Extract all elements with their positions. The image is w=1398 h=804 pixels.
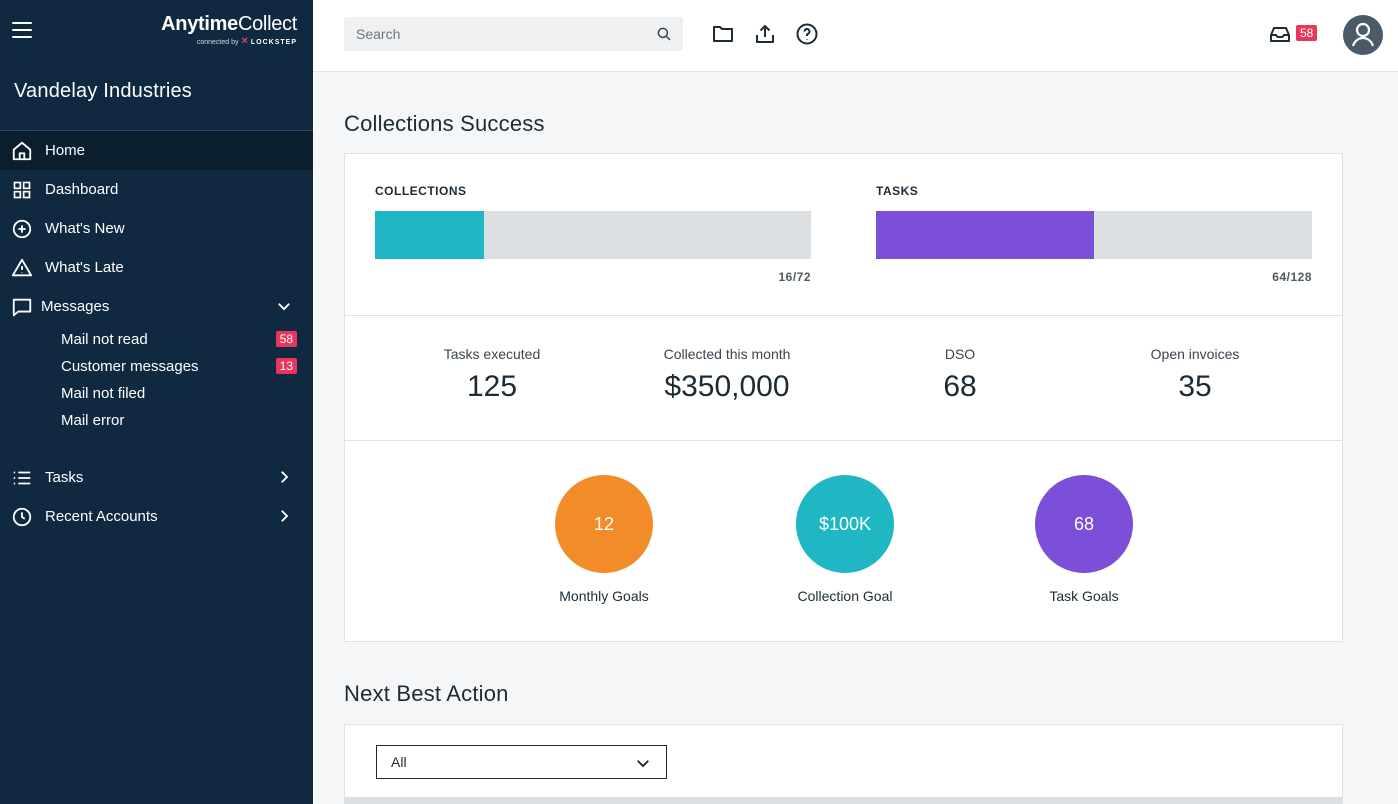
sidebar-item-label: Messages xyxy=(41,298,110,315)
collections-progress-fill xyxy=(375,211,484,259)
sidebar-item-tasks[interactable]: Tasks xyxy=(0,458,313,497)
count-badge: 58 xyxy=(275,331,297,347)
stat-label: Open invoices xyxy=(1150,346,1240,362)
collections-success-title: Collections Success xyxy=(344,111,545,136)
stat-value: 125 xyxy=(466,370,518,403)
sidebar-item-label: Dashboard xyxy=(45,181,119,198)
top-bar: 58 xyxy=(313,0,1398,72)
sidebar-nav: Home Dashboard What's New What's Late Me… xyxy=(0,131,313,536)
goal-circle: 68 xyxy=(1035,475,1133,573)
sidebar-subitem-customer-messages[interactable]: Customer messages 13 xyxy=(0,353,313,380)
list-icon xyxy=(11,467,33,489)
upload-icon[interactable] xyxy=(753,22,777,46)
goal-collection: $100K Collection Goal xyxy=(765,475,925,604)
chevron-down-icon xyxy=(634,754,652,772)
stat-value: 35 xyxy=(1178,370,1212,403)
sidebar-subitem-mail-not-filed[interactable]: Mail not filed xyxy=(0,380,313,407)
sidebar-subitem-label: Mail not filed xyxy=(61,385,146,402)
sidebar-item-label: What's New xyxy=(45,220,125,237)
sidebar-item-whats-late[interactable]: What's Late xyxy=(0,248,313,287)
stat-label: DSO xyxy=(944,346,976,362)
sidebar-item-whats-new[interactable]: What's New xyxy=(0,209,313,248)
tasks-progress-fill xyxy=(876,211,1094,259)
tasks-progress-count: 64/128 xyxy=(1272,270,1312,284)
home-icon xyxy=(11,140,33,162)
clock-icon xyxy=(11,506,33,528)
stat-tasks-executed: Tasks executed 125 xyxy=(372,346,612,404)
app-logo[interactable]: AnytimeCollect connected by ✕ LOCKSTEP xyxy=(161,13,297,47)
table-header xyxy=(345,797,1342,804)
collections-progress-track xyxy=(375,211,811,259)
message-icon xyxy=(11,296,33,318)
progress-section: COLLECTIONS 16/72 TASKS 64/128 xyxy=(345,154,1342,316)
sidebar-subitem-mail-not-read[interactable]: Mail not read 58 xyxy=(0,326,313,353)
goals-section: 12 Monthly Goals $100K Collection Goal 6… xyxy=(345,441,1342,641)
company-name: Vandelay Industries xyxy=(14,80,192,102)
sidebar-item-recent-accounts[interactable]: Recent Accounts xyxy=(0,497,313,536)
folder-icon[interactable] xyxy=(711,22,735,46)
sidebar-header: AnytimeCollect connected by ✕ LOCKSTEP xyxy=(0,0,313,72)
chevron-down-icon[interactable] xyxy=(275,297,293,315)
sidebar-item-label: Home xyxy=(45,142,86,159)
goal-label: Task Goals xyxy=(1049,588,1119,604)
sidebar-subitem-label: Mail not read xyxy=(61,331,148,348)
stat-label: Tasks executed xyxy=(443,346,541,362)
chevron-right-icon[interactable] xyxy=(275,468,293,486)
sidebar: AnytimeCollect connected by ✕ LOCKSTEP Van… xyxy=(0,0,313,804)
stat-open-invoices: Open invoices 35 xyxy=(1075,346,1315,404)
sidebar-item-label: Tasks xyxy=(45,469,84,486)
goal-label: Monthly Goals xyxy=(559,588,649,604)
sidebar-subitem-label: Mail error xyxy=(61,412,125,429)
help-icon[interactable] xyxy=(795,22,819,46)
stat-value: 68 xyxy=(943,370,977,403)
search-input[interactable] xyxy=(344,17,683,51)
tasks-progress: TASKS 64/128 xyxy=(876,184,1312,284)
next-best-action-card: All xyxy=(344,724,1343,804)
inbox-badge: 58 xyxy=(1296,25,1318,41)
grid-icon xyxy=(11,179,33,201)
sidebar-subitem-label: Customer messages xyxy=(61,358,199,375)
collections-progress-count: 16/72 xyxy=(778,270,811,284)
sidebar-item-home[interactable]: Home xyxy=(0,131,313,170)
stat-value: $350,000 xyxy=(664,370,790,403)
sidebar-subitem-mail-error[interactable]: Mail error xyxy=(0,407,313,434)
filter-select[interactable]: All xyxy=(376,745,667,779)
goal-monthly: 12 Monthly Goals xyxy=(524,475,684,604)
sidebar-divider xyxy=(0,130,313,131)
next-best-action-title: Next Best Action xyxy=(344,681,509,706)
tasks-progress-track xyxy=(876,211,1312,259)
collections-progress: COLLECTIONS 16/72 xyxy=(375,184,811,284)
stat-collected-this-month: Collected this month $350,000 xyxy=(607,346,847,404)
goal-circle: $100K xyxy=(796,475,894,573)
sidebar-spacer xyxy=(0,434,313,458)
warning-icon xyxy=(11,257,33,279)
goal-task: 68 Task Goals xyxy=(1004,475,1164,604)
menu-icon[interactable] xyxy=(12,22,32,38)
stat-label: Collected this month xyxy=(663,346,791,362)
collections-success-card: COLLECTIONS 16/72 TASKS 64/128 Tasks exe… xyxy=(344,153,1343,642)
goal-label: Collection Goal xyxy=(797,588,893,604)
sidebar-item-label: What's Late xyxy=(45,259,124,276)
goal-circle: 12 xyxy=(555,475,653,573)
stats-section: Tasks executed 125 Collected this month … xyxy=(345,316,1342,441)
filter-select-value: All xyxy=(391,754,407,770)
sidebar-item-dashboard[interactable]: Dashboard xyxy=(0,170,313,209)
stat-dso: DSO 68 xyxy=(840,346,1080,404)
inbox-icon[interactable] xyxy=(1268,22,1292,46)
search-icon[interactable] xyxy=(655,25,673,43)
avatar[interactable] xyxy=(1343,15,1383,55)
count-badge: 13 xyxy=(275,358,297,374)
plus-circle-icon xyxy=(11,218,33,240)
chevron-right-icon[interactable] xyxy=(275,507,293,525)
tasks-progress-label: TASKS xyxy=(876,184,919,198)
collections-progress-label: COLLECTIONS xyxy=(375,184,467,198)
sidebar-item-messages[interactable]: Messages xyxy=(0,287,313,326)
sidebar-item-label: Recent Accounts xyxy=(45,508,158,525)
